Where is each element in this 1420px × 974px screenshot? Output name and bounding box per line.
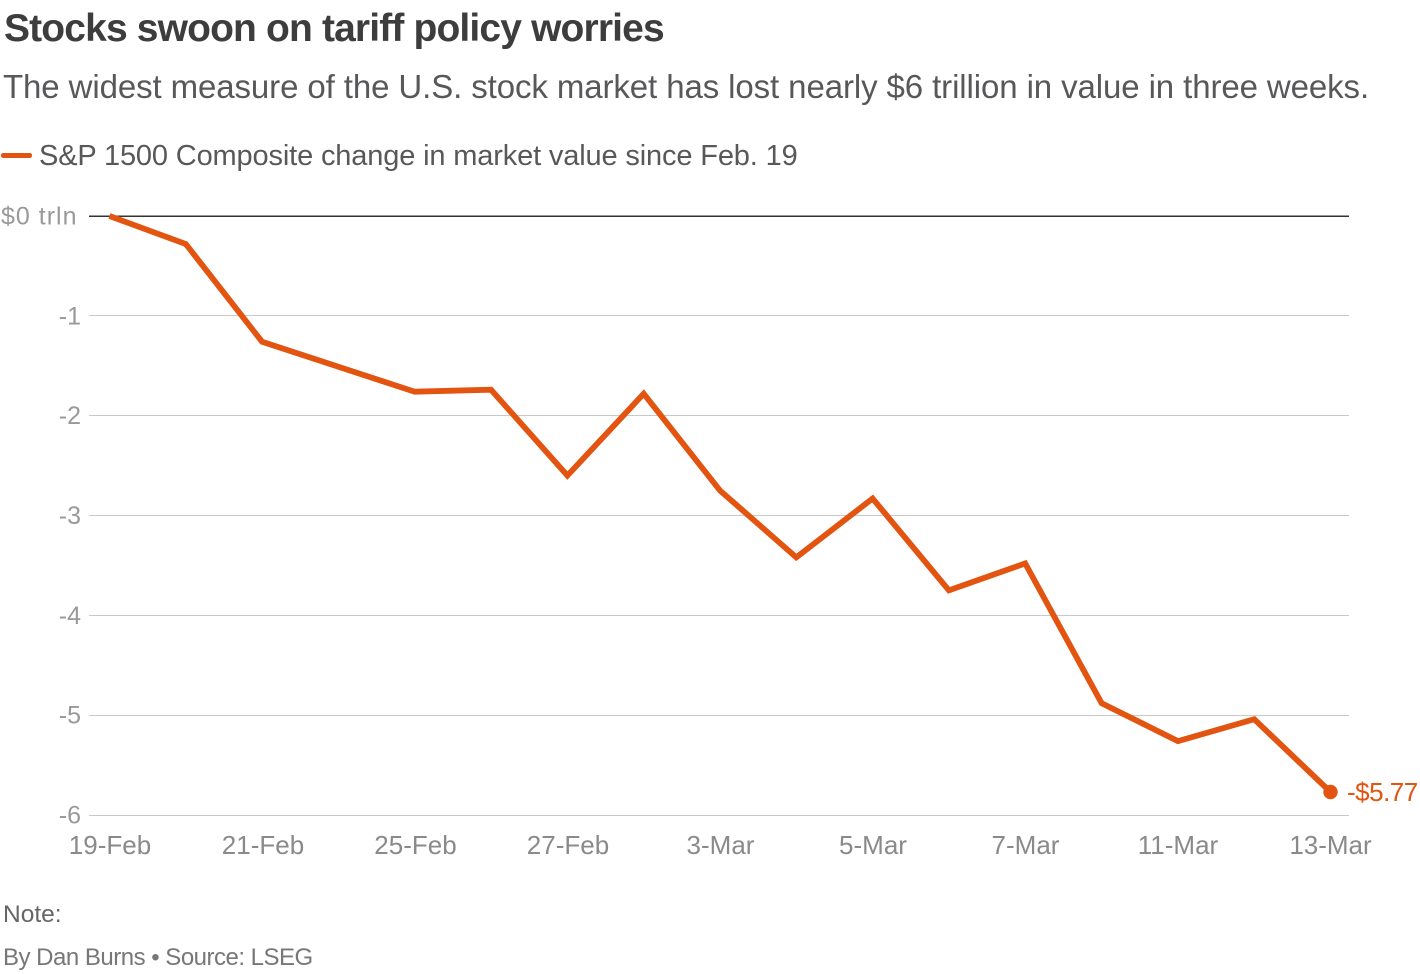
svg-text:-5: -5 bbox=[59, 702, 81, 730]
svg-text:-6: -6 bbox=[59, 802, 81, 830]
svg-text:21-Feb: 21-Feb bbox=[222, 830, 304, 860]
svg-text:3-Mar: 3-Mar bbox=[687, 830, 755, 860]
svg-text:19-Feb: 19-Feb bbox=[69, 830, 151, 860]
svg-text:-3: -3 bbox=[59, 502, 81, 530]
svg-text:$0 trln: $0 trln bbox=[1, 203, 77, 231]
svg-text:-1: -1 bbox=[59, 302, 81, 330]
svg-text:-$5.77: -$5.77 bbox=[1347, 777, 1418, 807]
svg-text:-2: -2 bbox=[59, 402, 81, 430]
svg-text:25-Feb: 25-Feb bbox=[374, 830, 456, 860]
svg-text:11-Mar: 11-Mar bbox=[1138, 830, 1219, 860]
svg-text:7-Mar: 7-Mar bbox=[992, 830, 1060, 860]
svg-text:27-Feb: 27-Feb bbox=[527, 830, 609, 860]
svg-text:5-Mar: 5-Mar bbox=[839, 830, 907, 860]
svg-text:-4: -4 bbox=[59, 602, 81, 630]
svg-text:13-Mar: 13-Mar bbox=[1289, 830, 1372, 860]
